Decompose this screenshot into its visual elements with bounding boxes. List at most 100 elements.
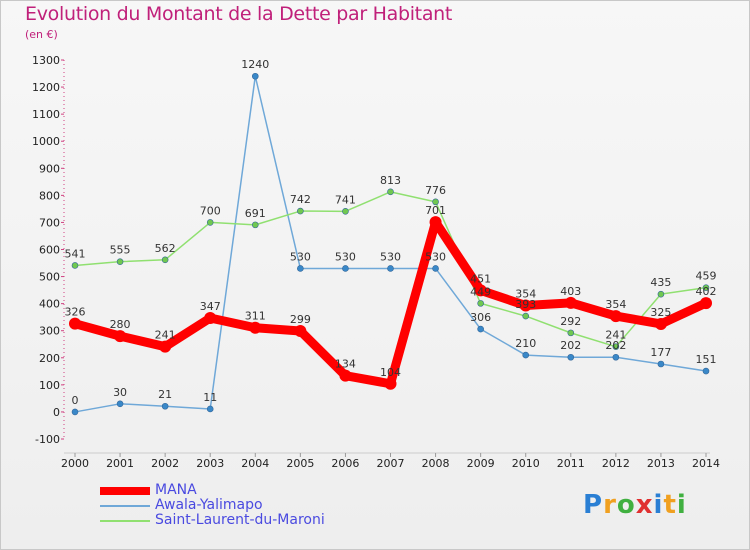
data-label: 30 [113, 386, 127, 399]
chart-title: Evolution du Montant de la Dette par Hab… [25, 3, 453, 25]
y-tick-label: 100 [39, 379, 60, 392]
data-label: 449 [470, 285, 491, 298]
series-lines [69, 72, 712, 416]
data-label: 451 [470, 272, 491, 285]
data-label: 354 [605, 298, 626, 311]
data-label: 104 [380, 366, 401, 379]
legend-swatch-mana [100, 487, 150, 495]
legend-swatch-awala [100, 505, 150, 507]
data-label: 151 [696, 353, 717, 366]
x-tick-label: 2001 [106, 457, 134, 470]
data-point [654, 317, 667, 330]
data-label: 459 [696, 270, 717, 283]
data-label: 241 [155, 329, 176, 342]
data-label: 241 [605, 329, 626, 342]
data-label: 700 [200, 204, 221, 217]
data-point [429, 216, 442, 229]
y-tick-label: 1200 [32, 81, 60, 94]
logo-letter: i [676, 490, 687, 520]
x-tick-label: 2013 [647, 457, 675, 470]
data-label: 292 [560, 315, 581, 328]
x-tick-label: 2004 [241, 457, 269, 470]
data-point [69, 317, 81, 330]
data-point [567, 329, 575, 337]
data-label: 21 [158, 388, 172, 401]
logo-letter: i [653, 490, 664, 520]
legend-label-awala: Awala-Yalimapo [155, 497, 263, 513]
y-tick-label: 1000 [32, 135, 60, 148]
data-label: 325 [650, 306, 671, 319]
data-point [297, 207, 304, 215]
data-label: 210 [515, 337, 536, 350]
data-point [519, 299, 532, 312]
logo-letter: P [583, 490, 604, 520]
data-point [477, 300, 484, 307]
logo-letter: o [616, 490, 636, 520]
data-label: 403 [560, 285, 581, 298]
data-point [206, 219, 214, 226]
x-tick-label: 2006 [331, 457, 359, 470]
data-point [342, 265, 349, 272]
data-point [71, 262, 79, 269]
data-label: 691 [245, 207, 266, 220]
data-point [294, 324, 307, 337]
data-label: 326 [65, 306, 86, 319]
x-tick-label: 2010 [512, 457, 540, 470]
data-label: 354 [515, 288, 536, 301]
data-point [612, 343, 620, 350]
legend-label-saint-laurent: Saint-Laurent-du-Maroni [155, 512, 325, 528]
x-tick-label: 2011 [557, 457, 585, 470]
data-label: 541 [65, 247, 86, 260]
data-label: 311 [245, 310, 266, 323]
data-point [609, 310, 622, 323]
axes: -100010020030040050060070080090010001100… [32, 54, 720, 470]
data-label: 11 [203, 391, 217, 404]
data-point [612, 353, 620, 361]
y-tick-label: -100 [35, 433, 60, 446]
data-point [116, 258, 124, 265]
data-point [116, 400, 124, 408]
data-label: 742 [290, 193, 311, 206]
y-tick-label: 700 [39, 216, 60, 229]
data-label: 530 [425, 250, 446, 263]
data-point [700, 297, 712, 310]
data-label: 134 [335, 358, 356, 371]
data-point [477, 325, 484, 333]
data-point [161, 402, 169, 410]
y-tick-label: 600 [39, 244, 60, 257]
data-point [657, 360, 665, 368]
data-point [249, 321, 262, 334]
data-label: 776 [425, 184, 446, 197]
y-tick-label: 500 [39, 271, 60, 284]
x-tick-label: 2012 [602, 457, 630, 470]
data-point [159, 340, 172, 353]
data-label: 741 [335, 193, 356, 206]
data-point [204, 311, 217, 324]
y-tick-label: 900 [39, 162, 60, 175]
x-tick-label: 2007 [377, 457, 405, 470]
chart-unit: (en €) [25, 28, 58, 41]
data-label: 562 [155, 242, 176, 255]
data-label: 202 [560, 339, 581, 352]
data-point [206, 405, 214, 413]
x-tick-label: 2008 [422, 457, 450, 470]
data-point [564, 296, 577, 309]
x-tick-label: 2005 [286, 457, 314, 470]
data-point [432, 198, 439, 206]
y-tick-label: 0 [53, 406, 60, 419]
data-label: 202 [605, 339, 626, 352]
data-point [387, 265, 394, 272]
y-tick-label: 1100 [32, 108, 60, 121]
data-point [251, 72, 259, 80]
x-tick-label: 2002 [151, 457, 179, 470]
data-point [387, 188, 394, 196]
data-point [384, 377, 397, 390]
data-point [432, 265, 439, 272]
data-point [702, 284, 710, 291]
data-point [522, 312, 530, 320]
x-tick-label: 2000 [61, 457, 89, 470]
data-label: 299 [290, 313, 311, 326]
y-tick-label: 1300 [32, 54, 60, 67]
